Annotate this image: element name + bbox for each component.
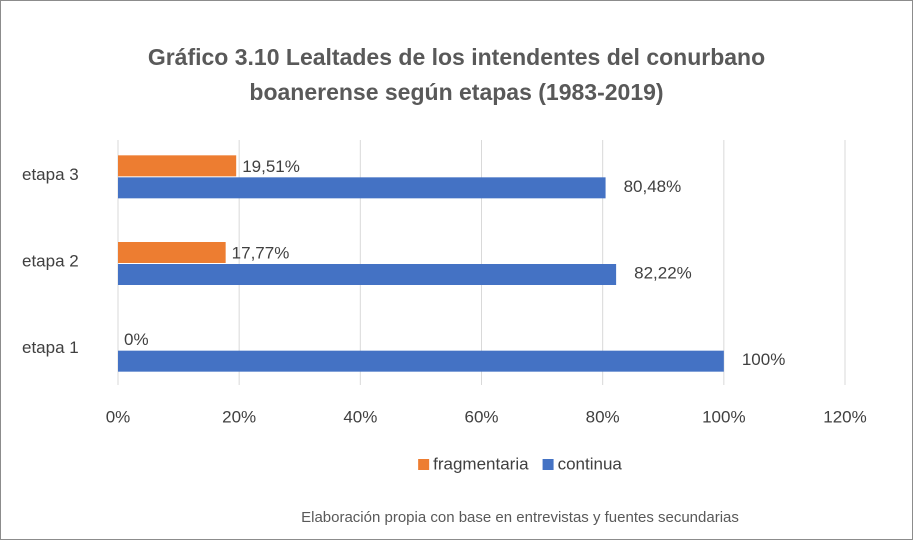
- footnote: Elaboración propia con base en entrevist…: [301, 509, 739, 526]
- legend-swatch: [418, 459, 430, 470]
- chart-title: Gráfico 3.10 Lealtades de los intendente…: [147, 44, 766, 105]
- data-label: 0%: [124, 330, 149, 349]
- legend-swatch: [542, 459, 554, 470]
- data-label: 17,77%: [232, 243, 290, 262]
- x-tick-label: 0%: [106, 407, 131, 426]
- y-tick-label: etapa 1: [22, 338, 79, 357]
- legend-label: continua: [558, 454, 623, 473]
- x-tick-label: 60%: [464, 407, 498, 426]
- x-tick-label: 40%: [343, 407, 377, 426]
- legend-label: fragmentaria: [433, 454, 529, 473]
- bar: [118, 350, 724, 372]
- x-tick-label: 20%: [222, 407, 256, 426]
- data-label: 80,48%: [624, 177, 682, 196]
- x-tick-label: 80%: [586, 407, 620, 426]
- data-label: 19,51%: [242, 157, 300, 176]
- data-label: 82,22%: [634, 263, 692, 282]
- y-tick-label: etapa 2: [22, 251, 79, 270]
- y-tick-label: etapa 3: [22, 165, 79, 184]
- bar: [118, 264, 617, 285]
- bar: [118, 177, 606, 199]
- data-label: 100%: [742, 350, 785, 369]
- bar: [118, 242, 226, 263]
- x-tick-label: 100%: [702, 407, 745, 426]
- bar: [118, 155, 237, 177]
- x-tick-label: 120%: [823, 407, 866, 426]
